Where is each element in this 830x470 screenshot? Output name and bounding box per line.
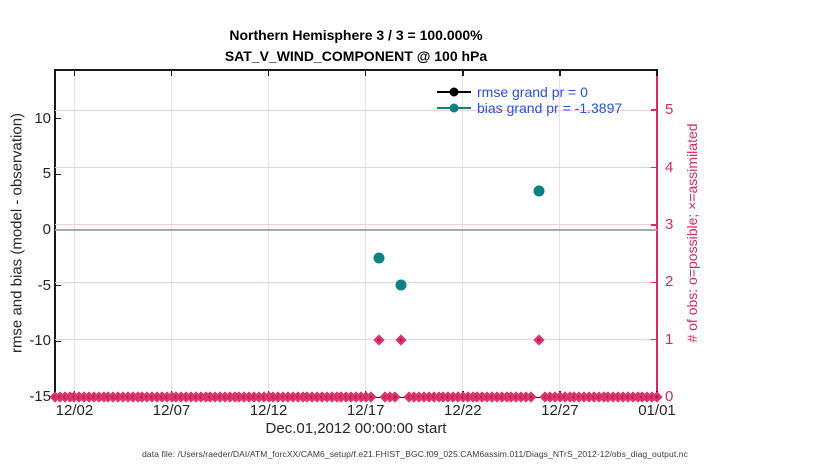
x-gridline xyxy=(73,70,75,397)
x-tick-label: 12/07 xyxy=(152,402,191,419)
legend-label-bias: bias grand pr = -1.3897 xyxy=(477,100,623,116)
chart-title-line2: SAT_V_WIND_COMPONENT @ 100 hPa xyxy=(224,48,488,64)
right-y-tick-label: 4 xyxy=(665,158,674,176)
x-axis-label: Dec.01,2012 00:00:00 start xyxy=(265,420,447,437)
x-tick-top xyxy=(559,70,561,76)
legend-row-rmse: rmse grand pr = 0 xyxy=(437,84,622,100)
left-y-tick-label: -5 xyxy=(37,276,51,294)
right-y-axis-label: # of obs: o=possible; ×=assimilated xyxy=(684,123,700,343)
x-gridline xyxy=(365,70,367,397)
right-y-tick xyxy=(651,166,657,169)
right-axis-line xyxy=(656,70,658,397)
left-y-tick xyxy=(55,117,61,120)
x-gridline xyxy=(171,70,173,397)
x-gridline xyxy=(268,70,270,397)
right-y-tick-label: 5 xyxy=(665,101,674,119)
obs-count-marker xyxy=(373,333,385,346)
legend: rmse grand pr = 0 bias grand pr = -1.389… xyxy=(437,84,622,116)
right-y-tick xyxy=(651,338,657,341)
bias-data-point xyxy=(533,185,545,197)
x-tick-label: 12/02 xyxy=(55,402,94,419)
x-tick-top xyxy=(170,70,173,76)
bias-line-marker-icon xyxy=(437,103,471,113)
left-y-tick-label: 5 xyxy=(42,165,51,183)
right-y-tick-label: 1 xyxy=(665,330,674,348)
x-tick-label: 12/27 xyxy=(541,402,579,419)
left-y-tick xyxy=(55,173,61,176)
x-tick-label: 12/17 xyxy=(346,402,385,419)
right-y-tick xyxy=(651,109,657,111)
chart-title: Northern Hemisphere 3 / 3 = 100.000% SAT… xyxy=(55,25,657,67)
x-tick-top xyxy=(267,70,270,76)
right-axis-gridline xyxy=(55,281,657,283)
x-tick-label: 01/01 xyxy=(638,402,676,419)
right-axis-gridline xyxy=(55,167,657,169)
right-y-tick-label: 3 xyxy=(665,215,674,233)
bias-data-point xyxy=(373,252,385,264)
left-y-tick-label: 10 xyxy=(34,109,51,127)
x-tick-top xyxy=(656,70,658,76)
x-tick-top xyxy=(73,70,76,76)
x-gridline xyxy=(559,70,561,397)
x-tick-top xyxy=(364,70,367,76)
x-tick-top xyxy=(462,70,464,76)
rmse-line-marker-icon xyxy=(437,87,471,97)
x-gridline xyxy=(462,70,464,397)
right-axis-gridline xyxy=(55,109,657,111)
left-axis-line xyxy=(54,70,56,397)
obs-count-marker xyxy=(532,333,545,346)
right-y-tick-label: 0 xyxy=(665,388,674,405)
right-axis-gridline xyxy=(55,339,657,341)
zero-reference-line xyxy=(55,228,657,232)
left-y-tick xyxy=(55,340,61,343)
x-tick-label: 12/12 xyxy=(249,402,288,419)
right-y-tick xyxy=(651,224,657,226)
right-y-tick xyxy=(651,281,657,283)
x-tick-label: 12/22 xyxy=(444,402,482,419)
left-y-tick-label: 0 xyxy=(42,220,51,238)
legend-label-rmse: rmse grand pr = 0 xyxy=(477,84,588,100)
chart-title-line1: Northern Hemisphere 3 / 3 = 100.000% xyxy=(229,27,483,43)
bias-data-point xyxy=(395,279,407,291)
top-axis-line xyxy=(54,69,658,71)
left-y-tick-label: -10 xyxy=(29,332,51,350)
legend-row-bias: bias grand pr = -1.3897 xyxy=(437,100,622,116)
plot-area: 12/02 12/07 12/12 12/17 12/22 12/27 01/01 0 1 2 3 4… xyxy=(29,70,676,419)
obs-count-marker xyxy=(394,333,407,346)
right-y-tick-label: 2 xyxy=(665,273,674,291)
data-file-path: data file: /Users/raeder/DAI/ATM_forcXX/… xyxy=(142,449,688,459)
left-y-tick xyxy=(55,284,61,287)
right-axis-gridline xyxy=(55,224,657,226)
left-y-tick-label: -15 xyxy=(29,388,51,405)
